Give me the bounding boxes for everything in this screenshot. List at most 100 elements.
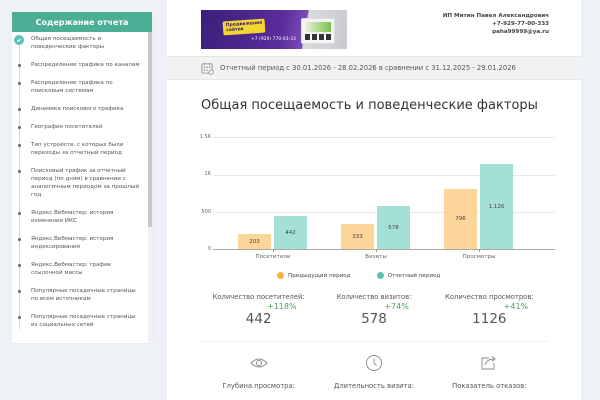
bullet-icon xyxy=(18,290,21,293)
legend-label: Предыдущий период xyxy=(288,272,351,279)
page-scrollbar[interactable] xyxy=(581,0,600,400)
tablet-illustration xyxy=(301,18,335,44)
sidebar-scrollbar-thumb[interactable] xyxy=(148,32,152,227)
toc-item-label: Поисковый трафик за отчетный период (по … xyxy=(31,168,140,198)
bullet-icon xyxy=(18,316,21,319)
bullet-icon xyxy=(18,170,21,173)
bullet-icon xyxy=(18,238,21,241)
toc-item-channels[interactable]: Распределение трафика по каналам xyxy=(18,61,142,69)
stat-label: Количество визитов: xyxy=(336,293,412,301)
traffic-bar-chart: 1.5K 1K 500 0 203 442 333 578 796 1,126 … xyxy=(187,130,567,270)
toc-item-iks-history[interactable]: Яндекс.Вебмастер: история изменения ИКС xyxy=(18,209,142,225)
toc-item-label: Распределение трафика по поисковым систе… xyxy=(31,80,113,94)
report-header: Продвижение сайтов +7 (929) 770-03-33 ИП… xyxy=(167,0,581,56)
toc-item-daily-search[interactable]: Поисковый трафик за отчетный период (по … xyxy=(18,167,142,199)
legend-item-curr[interactable]: Отчетный период xyxy=(376,272,441,279)
x-label-views: Просмотры xyxy=(462,254,496,260)
bar-curr-visitors[interactable]: 442 xyxy=(274,216,307,249)
stat-label: Количество просмотров: xyxy=(445,293,534,301)
eye-icon xyxy=(201,352,316,374)
bullet-icon xyxy=(18,64,21,67)
metric-page-depth: Глубина просмотра: xyxy=(201,352,316,390)
toc-item-indexing-history[interactable]: Яндекс.Вебмастер: история индексирования xyxy=(18,235,142,251)
toc-item-label: Общая посещаемость и поведенческие факто… xyxy=(31,36,105,50)
metric-label: Глубина просмотра: xyxy=(222,382,295,390)
stat-views: Количество просмотров: 1126 +41% xyxy=(432,293,547,327)
banner-phone: +7 (929) 770-03-33 xyxy=(251,37,296,42)
bullet-icon xyxy=(18,212,21,215)
y-tick-label: 0 xyxy=(207,246,211,252)
contact-phone: +7-929-77-00-333 xyxy=(492,21,549,27)
toc-item-overview[interactable]: Общая посещаемость и поведенческие факто… xyxy=(14,35,142,51)
metric-label: Показатель отказов: xyxy=(452,382,527,390)
share-icon xyxy=(432,352,547,374)
report-contents-sidebar: Содержание отчета Общая посещаемость и п… xyxy=(12,12,152,343)
bullet-icon xyxy=(18,144,21,147)
clock-icon xyxy=(316,352,431,374)
contact-name: ИП Митин Павел Александрович xyxy=(442,13,549,19)
bar-prev-visits[interactable]: 333 xyxy=(341,224,374,249)
toc-item-geography[interactable]: География посетителей xyxy=(18,123,142,131)
stat-label: Количество посетителей: xyxy=(212,293,305,301)
metric-label: Длительность визита: xyxy=(334,382,414,390)
toc-list: Общая посещаемость и поведенческие факто… xyxy=(12,32,152,329)
banner-tag: Продвижение сайтов xyxy=(222,18,266,36)
legend-dot-icon xyxy=(376,272,384,279)
bullet-icon xyxy=(18,126,21,129)
x-axis xyxy=(213,249,555,250)
y-tick-label: 500 xyxy=(201,209,211,215)
stat-value: 442 xyxy=(245,311,272,327)
contact-info: ИП Митин Павел Александрович +7-929-77-0… xyxy=(443,12,549,36)
toc-item-label: Динамика поискового трафика xyxy=(31,106,124,112)
section-divider xyxy=(201,341,547,342)
toc-item-landing-social[interactable]: Популярные посадочные страницы из социал… xyxy=(18,313,142,329)
bullet-icon xyxy=(18,82,21,85)
toc-item-label: Популярные посадочные страницы из социал… xyxy=(31,314,136,328)
stats-row: Количество посетителей: 442 +118% Количе… xyxy=(201,293,547,327)
bullet-icon xyxy=(18,108,21,111)
x-tick xyxy=(273,249,274,252)
x-tick xyxy=(479,249,480,252)
stat-value: 578 xyxy=(361,311,387,327)
bar-curr-views[interactable]: 1,126 xyxy=(480,164,513,249)
calendar-icon xyxy=(201,62,214,75)
sidebar-title: Содержание отчета xyxy=(12,12,152,32)
stat-visitors: Количество посетителей: 442 +118% xyxy=(201,293,316,327)
behavior-metrics-row: Глубина просмотра: Длительность визита: … xyxy=(201,352,547,390)
check-icon xyxy=(14,35,24,45)
toc-item-landing-all[interactable]: Популярные посадочные страницы по всем и… xyxy=(18,287,142,303)
promo-banner: Продвижение сайтов +7 (929) 770-03-33 xyxy=(201,10,347,49)
toc-item-search-dynamics[interactable]: Динамика поискового трафика xyxy=(18,105,142,113)
gridline xyxy=(213,137,555,138)
y-tick-label: 1K xyxy=(204,171,211,177)
toc-item-label: Тип устройств, с которых были переходы з… xyxy=(31,142,124,156)
y-tick-label: 1.5K xyxy=(199,134,211,140)
toc-item-search-engines[interactable]: Распределение трафика по поисковым систе… xyxy=(18,79,142,95)
bullet-icon xyxy=(18,264,21,267)
stat-delta: +41% xyxy=(503,302,529,311)
bar-curr-visits[interactable]: 578 xyxy=(377,206,410,249)
contact-email: paha99999@ya.ru xyxy=(492,29,549,35)
period-text: Отчетный период с 30.01.2026 - 28.02.202… xyxy=(220,64,516,72)
toc-item-devices[interactable]: Тип устройств, с которых были переходы з… xyxy=(18,141,142,157)
stat-visits: Количество визитов: 578 +74% xyxy=(316,293,431,327)
report-main: Продвижение сайтов +7 (929) 770-03-33 ИП… xyxy=(167,0,581,400)
stat-delta: +118% xyxy=(267,302,297,311)
legend-item-prev[interactable]: Предыдущий период xyxy=(277,272,351,279)
legend-dot-icon xyxy=(277,272,284,279)
x-label-visits: Визиты xyxy=(365,254,387,260)
toc-item-label: Популярные посадочные страницы по всем и… xyxy=(31,288,136,302)
metric-visit-duration: Длительность визита: xyxy=(316,352,431,390)
x-label-visitors: Посетители xyxy=(255,254,291,260)
toc-item-link-mass[interactable]: Яндекс.Вебмастер: график ссылочной массы xyxy=(18,261,142,277)
stat-value: 1126 xyxy=(472,311,507,327)
bar-prev-views[interactable]: 796 xyxy=(444,189,477,249)
chart-legend: Предыдущий период Отчетный период xyxy=(277,272,440,279)
toc-item-label: География посетителей xyxy=(31,124,103,130)
bar-prev-visitors[interactable]: 203 xyxy=(238,234,271,249)
section-title: Общая посещаемость и поведенческие факто… xyxy=(201,98,538,113)
toc-item-label: Яндекс.Вебмастер: история изменения ИКС xyxy=(31,210,114,224)
legend-label: Отчетный период xyxy=(387,272,441,279)
toc-item-label: Яндекс.Вебмастер: график ссылочной массы xyxy=(31,262,112,276)
toc-item-label: Распределение трафика по каналам xyxy=(31,62,140,68)
